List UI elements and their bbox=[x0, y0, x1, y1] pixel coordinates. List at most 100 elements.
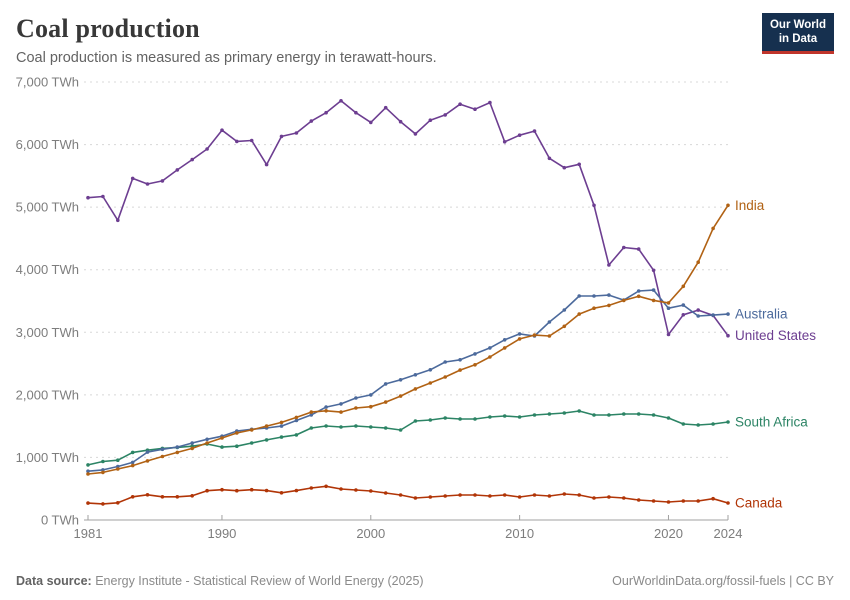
data-point-india[interactable] bbox=[458, 368, 462, 372]
data-point-south-africa[interactable] bbox=[666, 416, 671, 420]
data-point-canada[interactable] bbox=[101, 502, 105, 506]
data-point-canada[interactable] bbox=[398, 493, 403, 497]
owid-logo[interactable]: Our World in Data bbox=[761, 13, 834, 54]
data-point-australia[interactable] bbox=[130, 460, 135, 465]
data-point-australia[interactable] bbox=[681, 303, 686, 307]
data-point-south-africa[interactable] bbox=[369, 425, 373, 429]
data-point-canada[interactable] bbox=[726, 501, 730, 505]
data-point-australia[interactable] bbox=[324, 405, 328, 409]
data-point-canada[interactable] bbox=[145, 493, 150, 497]
data-point-india[interactable] bbox=[473, 363, 477, 367]
data-point-canada[interactable] bbox=[383, 491, 388, 495]
data-point-united-states[interactable] bbox=[175, 168, 180, 172]
data-point-india[interactable] bbox=[517, 337, 522, 341]
data-point-south-africa[interactable] bbox=[398, 428, 403, 432]
data-point-india[interactable] bbox=[145, 459, 150, 463]
data-point-india[interactable] bbox=[264, 424, 269, 428]
data-point-canada[interactable] bbox=[249, 487, 254, 492]
data-point-australia[interactable] bbox=[696, 314, 700, 318]
data-point-united-states[interactable] bbox=[428, 118, 433, 122]
data-point-united-states[interactable] bbox=[160, 179, 165, 183]
data-point-india[interactable] bbox=[681, 284, 686, 289]
data-point-india[interactable] bbox=[636, 294, 641, 299]
data-point-canada[interactable] bbox=[324, 484, 328, 489]
data-point-canada[interactable] bbox=[592, 496, 596, 500]
data-point-india[interactable] bbox=[428, 381, 433, 385]
data-point-united-states[interactable] bbox=[220, 128, 224, 132]
data-point-south-africa[interactable] bbox=[711, 422, 715, 426]
data-point-australia[interactable] bbox=[592, 294, 596, 298]
data-point-australia[interactable] bbox=[517, 332, 522, 336]
data-point-india[interactable] bbox=[502, 346, 507, 350]
data-point-united-states[interactable] bbox=[354, 110, 358, 115]
data-point-australia[interactable] bbox=[369, 393, 373, 397]
data-point-canada[interactable] bbox=[517, 495, 522, 499]
data-point-south-africa[interactable] bbox=[458, 417, 462, 421]
data-point-canada[interactable] bbox=[458, 493, 462, 497]
data-point-united-states[interactable] bbox=[517, 133, 522, 137]
data-point-south-africa[interactable] bbox=[622, 412, 626, 416]
data-point-south-africa[interactable] bbox=[562, 411, 567, 415]
data-point-australia[interactable] bbox=[711, 313, 715, 317]
data-point-united-states[interactable] bbox=[324, 110, 328, 115]
data-point-canada[interactable] bbox=[160, 495, 165, 499]
data-point-south-africa[interactable] bbox=[651, 413, 656, 417]
data-point-south-africa[interactable] bbox=[294, 433, 299, 437]
data-point-united-states[interactable] bbox=[190, 157, 194, 162]
data-point-united-states[interactable] bbox=[235, 139, 239, 144]
data-point-canada[interactable] bbox=[86, 501, 90, 505]
data-point-india[interactable] bbox=[339, 410, 343, 414]
data-point-india[interactable] bbox=[190, 446, 194, 451]
data-point-united-states[interactable] bbox=[577, 162, 581, 167]
series-label-united-states[interactable]: United States bbox=[735, 328, 816, 343]
data-point-australia[interactable] bbox=[458, 358, 462, 362]
data-point-united-states[interactable] bbox=[369, 120, 373, 125]
data-point-canada[interactable] bbox=[696, 499, 700, 503]
data-point-australia[interactable] bbox=[339, 402, 343, 406]
data-point-australia[interactable] bbox=[116, 464, 120, 469]
data-point-south-africa[interactable] bbox=[264, 438, 269, 442]
data-point-india[interactable] bbox=[101, 470, 105, 475]
data-point-united-states[interactable] bbox=[696, 308, 700, 312]
data-point-south-africa[interactable] bbox=[101, 459, 105, 464]
data-point-india[interactable] bbox=[696, 260, 700, 264]
data-point-south-africa[interactable] bbox=[383, 426, 388, 430]
data-point-india[interactable] bbox=[369, 404, 373, 409]
data-point-south-africa[interactable] bbox=[532, 413, 537, 417]
data-point-united-states[interactable] bbox=[532, 129, 537, 133]
data-point-australia[interactable] bbox=[607, 293, 611, 297]
data-point-united-states[interactable] bbox=[279, 134, 284, 139]
data-point-south-africa[interactable] bbox=[279, 435, 284, 439]
data-point-south-africa[interactable] bbox=[309, 426, 314, 430]
data-point-india[interactable] bbox=[607, 303, 611, 308]
data-point-india[interactable] bbox=[383, 400, 388, 404]
data-point-canada[interactable] bbox=[428, 495, 433, 499]
data-point-united-states[interactable] bbox=[145, 182, 150, 186]
data-point-australia[interactable] bbox=[309, 413, 314, 417]
data-point-south-africa[interactable] bbox=[577, 409, 581, 413]
data-point-south-africa[interactable] bbox=[324, 424, 328, 428]
data-point-australia[interactable] bbox=[101, 468, 105, 472]
data-point-south-africa[interactable] bbox=[592, 413, 596, 417]
data-point-united-states[interactable] bbox=[264, 162, 269, 167]
data-point-canada[interactable] bbox=[622, 496, 626, 500]
data-point-united-states[interactable] bbox=[86, 195, 90, 200]
data-point-india[interactable] bbox=[577, 312, 581, 316]
data-point-india[interactable] bbox=[488, 355, 492, 359]
data-point-united-states[interactable] bbox=[116, 218, 120, 223]
data-point-australia[interactable] bbox=[562, 308, 567, 312]
data-point-united-states[interactable] bbox=[607, 263, 611, 267]
data-point-south-africa[interactable] bbox=[443, 416, 448, 420]
data-point-united-states[interactable] bbox=[502, 140, 507, 144]
data-point-australia[interactable] bbox=[502, 338, 507, 342]
data-point-canada[interactable] bbox=[488, 494, 492, 498]
data-point-canada[interactable] bbox=[681, 499, 686, 503]
data-point-south-africa[interactable] bbox=[130, 450, 135, 455]
data-point-india[interactable] bbox=[666, 301, 671, 305]
data-point-india[interactable] bbox=[249, 428, 254, 432]
data-point-south-africa[interactable] bbox=[339, 425, 343, 429]
data-point-south-africa[interactable] bbox=[116, 458, 120, 463]
data-point-canada[interactable] bbox=[607, 495, 611, 499]
data-point-united-states[interactable] bbox=[473, 107, 477, 111]
data-point-south-africa[interactable] bbox=[607, 413, 611, 417]
